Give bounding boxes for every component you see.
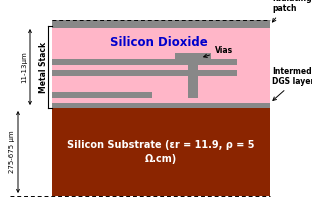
Bar [52, 92, 152, 98]
Bar [52, 103, 270, 108]
Bar [188, 53, 198, 98]
Bar [52, 20, 270, 28]
Text: Silicon Dioxide: Silicon Dioxide [110, 36, 208, 50]
Bar [52, 70, 237, 76]
Bar [52, 26, 270, 108]
Text: Silicon Substrate (εr = 11.9, ρ = 5
Ω.cm): Silicon Substrate (εr = 11.9, ρ = 5 Ω.cm… [67, 140, 255, 164]
Bar [52, 59, 237, 65]
Text: Vias: Vias [204, 46, 233, 57]
Text: Top layer
radiating
patch: Top layer radiating patch [272, 0, 312, 22]
Text: Intermediate
DGS layer: Intermediate DGS layer [272, 67, 312, 100]
Text: 11-13μm: 11-13μm [21, 51, 27, 83]
Text: Metal Stack: Metal Stack [40, 41, 48, 92]
Bar [52, 108, 270, 196]
Text: 275-675 μm: 275-675 μm [9, 131, 15, 173]
Bar [175, 53, 211, 59]
